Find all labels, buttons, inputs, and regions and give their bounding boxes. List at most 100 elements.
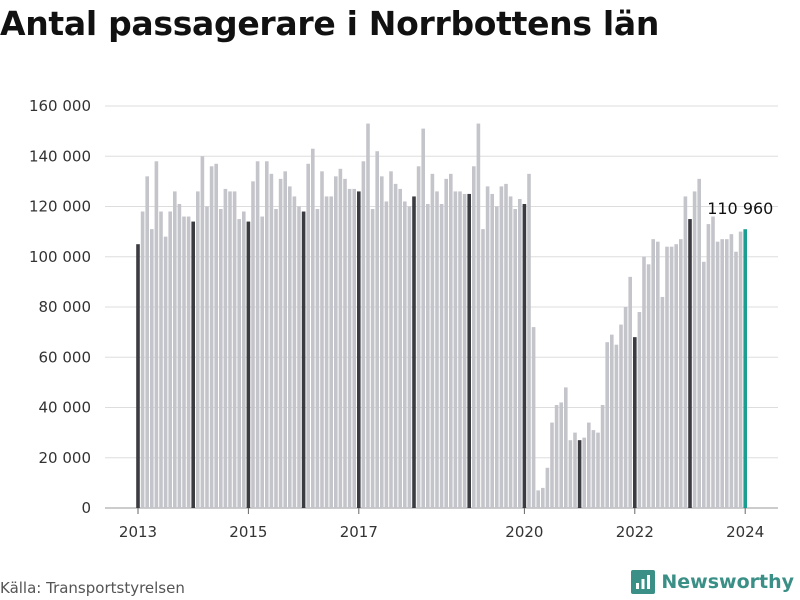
bar	[361, 161, 366, 508]
bar	[237, 219, 241, 508]
bar	[352, 188, 356, 508]
bar	[600, 404, 605, 508]
bar	[209, 166, 214, 509]
bar	[633, 337, 637, 508]
bar	[573, 432, 577, 508]
bar	[205, 206, 209, 508]
bar	[656, 241, 660, 509]
bar	[697, 178, 701, 509]
bar	[403, 201, 407, 508]
bar	[311, 148, 315, 508]
bar	[637, 312, 642, 508]
bar	[683, 196, 688, 508]
bar	[568, 440, 573, 508]
bar	[191, 221, 195, 508]
bar	[679, 239, 683, 508]
bar	[200, 156, 205, 508]
bar	[449, 173, 453, 508]
bar	[439, 203, 444, 509]
bar	[159, 211, 163, 508]
bar	[398, 188, 402, 508]
bar	[343, 178, 347, 509]
bar	[297, 206, 301, 508]
bar	[669, 246, 674, 508]
bar	[729, 234, 734, 508]
bar	[564, 387, 568, 508]
bar	[738, 231, 743, 508]
bar	[545, 467, 550, 508]
bar	[596, 432, 600, 508]
y-tick-label: 100 000	[29, 248, 91, 266]
value-annotation: 110 960	[707, 199, 773, 218]
bar	[458, 191, 462, 509]
bar	[168, 211, 172, 508]
bar	[485, 186, 490, 508]
bar	[150, 229, 154, 509]
bar	[513, 209, 517, 508]
x-tick-label: 2017	[340, 523, 378, 541]
bar	[154, 161, 159, 508]
bar	[430, 173, 435, 508]
bar	[743, 229, 747, 508]
bar	[173, 191, 177, 509]
bar	[628, 276, 632, 508]
bar	[453, 191, 458, 509]
newsworthy-logo-icon	[631, 570, 656, 594]
bar	[725, 239, 729, 508]
bar	[720, 239, 724, 508]
bar	[384, 201, 389, 508]
bars	[136, 123, 747, 509]
x-tick-label: 2015	[229, 523, 267, 541]
bar	[274, 209, 278, 508]
bar	[301, 211, 306, 508]
bar	[527, 173, 531, 508]
y-tick-label: 140 000	[29, 147, 91, 165]
bar	[582, 437, 586, 508]
bar	[623, 307, 628, 508]
bar	[619, 324, 623, 508]
y-tick-label: 80 000	[39, 298, 92, 316]
bar	[651, 239, 655, 508]
bar	[421, 128, 425, 509]
bar	[246, 221, 251, 508]
bar	[591, 430, 596, 508]
x-tick-label: 2020	[505, 523, 543, 541]
bar	[292, 196, 297, 508]
y-tick-label: 160 000	[29, 97, 91, 115]
x-axis: 2013 2015 2017 2020 2022 2024	[119, 508, 764, 541]
bar	[334, 176, 338, 508]
bar	[504, 183, 508, 508]
newsworthy-logo: Newsworthy	[631, 570, 794, 594]
bar	[136, 244, 140, 508]
bar	[196, 191, 200, 509]
bar	[518, 198, 522, 508]
bar	[610, 334, 614, 508]
bar	[306, 163, 310, 508]
bar	[278, 178, 283, 509]
bar	[324, 196, 329, 508]
bar	[734, 251, 738, 508]
bar	[522, 203, 527, 509]
bar	[499, 186, 504, 508]
bar	[265, 161, 269, 508]
y-tick-label: 120 000	[29, 198, 91, 216]
page-title: Antal passagerare i Norrbottens län	[0, 4, 660, 43]
bar	[508, 196, 513, 508]
bar	[375, 151, 379, 508]
bar	[490, 193, 494, 508]
bar	[269, 173, 274, 508]
y-tick-label: 0	[81, 499, 91, 517]
bar	[531, 327, 536, 508]
bar	[320, 171, 324, 508]
bar	[186, 216, 191, 509]
bar	[389, 171, 393, 508]
y-tick-label: 40 000	[39, 399, 92, 417]
bar	[559, 402, 563, 508]
bar	[228, 191, 232, 509]
bar	[260, 216, 264, 509]
bar	[472, 166, 476, 509]
bar	[288, 186, 292, 508]
bar	[536, 490, 540, 508]
bar	[541, 487, 545, 508]
